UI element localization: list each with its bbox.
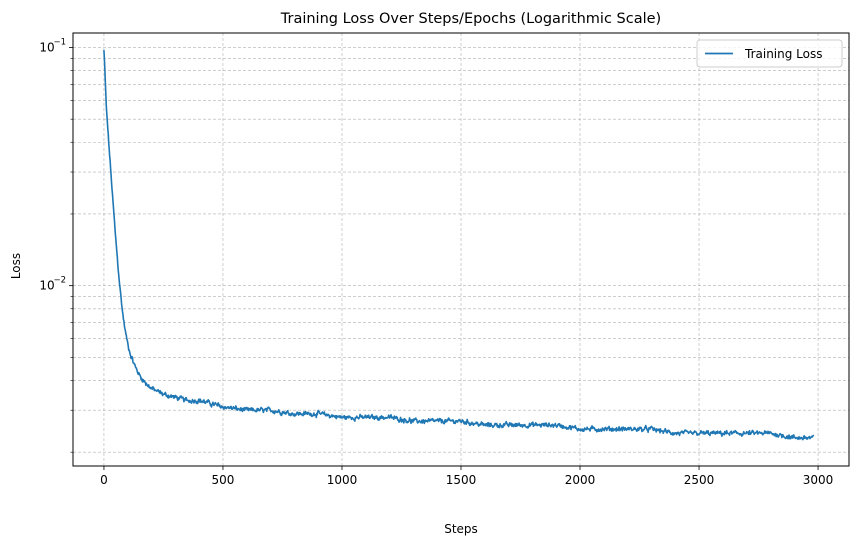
chart-title: Training Loss Over Steps/Epochs (Logarit… — [280, 11, 661, 27]
x-tick-label: 2000 — [565, 473, 596, 487]
x-tick-label: 0 — [100, 473, 108, 487]
legend-box — [696, 39, 843, 68]
x-axis-label: Steps — [444, 522, 478, 536]
x-tick-label: 1000 — [327, 473, 358, 487]
series-group — [103, 49, 815, 441]
legend-label: Training Loss — [744, 47, 822, 61]
y-axis-label: Loss — [9, 253, 23, 279]
x-tick-label: 1500 — [446, 473, 477, 487]
x-tick-label: 2500 — [684, 473, 715, 487]
plot-frame — [72, 32, 850, 467]
x-tick-label: 500 — [212, 473, 235, 487]
y-tick-exponent: −2 — [53, 276, 66, 286]
series-line-training-loss — [103, 49, 815, 441]
y-tick-label: 10 — [39, 40, 54, 54]
legend: Training Loss — [696, 39, 843, 68]
y-tick-exponent: −1 — [53, 37, 66, 47]
x-tick-label: 3000 — [803, 473, 834, 487]
y-tick-label: 10 — [39, 279, 54, 293]
